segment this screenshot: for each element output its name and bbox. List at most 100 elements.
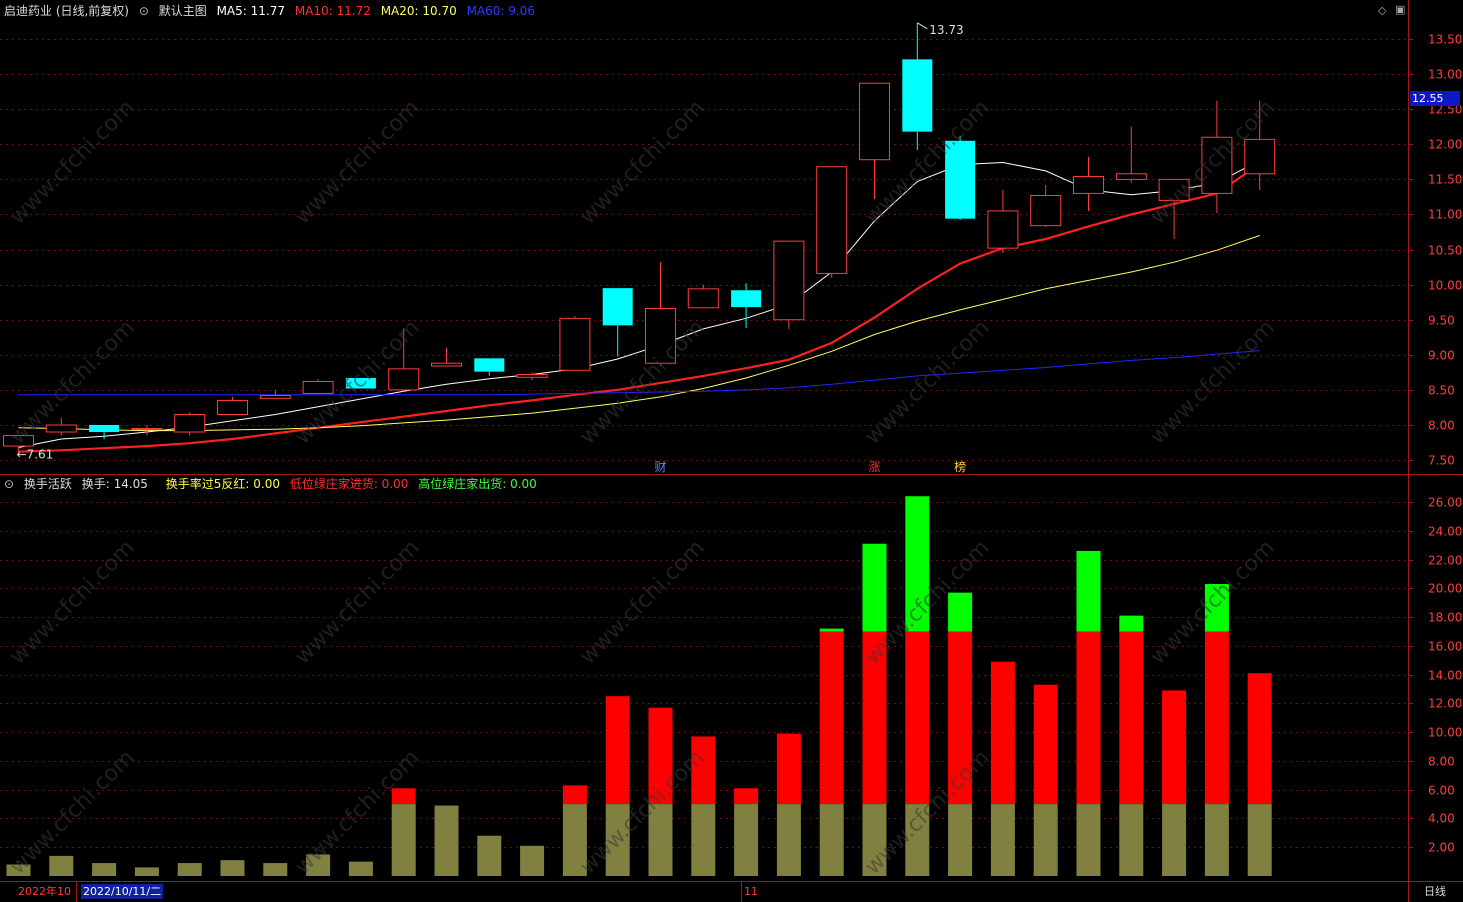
volume-tick-label: 10.00 [1428,726,1462,740]
candle-body [217,399,248,415]
candle-body [902,59,933,132]
ma20-value: MA20: 10.70 [380,4,457,18]
turnover-bar-base [776,804,801,876]
turnover-bar-base [990,804,1015,876]
turnover-bar-red [1076,631,1101,805]
volume-tick-label: 24.00 [1428,525,1462,539]
turnover-bar-base [1033,804,1058,876]
price-tick-label: 11.00 [1428,208,1462,222]
price-tick-label: 12.50 [1428,103,1462,117]
price-tick-label: 9.50 [1428,314,1455,328]
turnover-bar-base [1076,804,1101,876]
turnover-bar-red [862,631,887,805]
volume-tick-label: 16.00 [1428,640,1462,654]
turnover-bar-base [434,805,459,876]
diamond-icon[interactable]: ◇ [1378,4,1387,17]
turnover-bar-base [948,804,973,876]
candle-body [516,373,548,378]
candle-body [1030,195,1062,227]
turnover-bar-base [220,860,245,876]
turnover-bar-red [1204,631,1229,805]
turnover-bar-base [819,804,844,876]
high-marker-arrow [917,22,928,30]
indicator-item-3: 高位绿庄家出货: 0.00 [418,477,537,491]
turnover-bar-base [134,867,159,876]
candle-body [388,368,420,391]
price-tick-label: 10.50 [1428,244,1462,258]
turnover-bar-red [948,631,973,805]
window-toggle-icon[interactable]: ▣ [1395,3,1406,16]
event-marker: 涨 [869,459,881,474]
volume-tick-label: 8.00 [1428,755,1455,769]
turnover-bar-green [819,628,844,632]
candle-body [259,395,291,399]
price-tick-label: 12.00 [1428,138,1462,152]
turnover-bar-base [263,863,288,876]
candle-body [945,140,976,219]
current-price-tag: 12.55 [1410,91,1460,106]
candle-body [302,380,334,394]
ma-line-ma60 [18,350,1260,396]
turnover-bar-base [6,864,31,876]
turnover-bar-red [562,785,587,805]
turnover-bar-base [862,804,887,876]
candle-body [174,413,206,433]
turnover-bar-red [605,696,630,805]
price-tick-label: 11.50 [1428,173,1462,187]
turnover-bar-base [306,854,331,876]
turnover-bar-base [477,835,502,876]
turnover-bar-red [691,736,716,805]
turnover-bar-red [391,788,416,805]
high-price-label: 13.73 [929,23,963,37]
price-tick-label: 7.50 [1428,454,1455,468]
volume-tick-label: 14.00 [1428,669,1462,683]
candle-body [1115,173,1147,180]
candle-body [431,362,462,367]
indicator-item-1: 换手率过5反红: 0.00 [165,477,280,491]
ma5-value: MA5: 11.77 [216,4,285,18]
turnover-bar-base [562,804,587,876]
event-marker: 榜 [954,459,966,474]
volume-tick-label: 2.00 [1428,841,1455,855]
footer-date[interactable]: 2022/10/11/二 [81,884,164,899]
candle-body [3,435,34,447]
turnover-bar-green [1119,615,1144,632]
turnover-bar-base [1204,804,1229,876]
candle-body [859,82,890,161]
candle-body [89,425,120,433]
turnover-bar-green [1076,550,1101,632]
turnover-bar-base [648,804,673,876]
footer-month-nov: 11 [744,885,758,898]
candle-body [1158,178,1190,201]
price-tick-label: 8.00 [1428,419,1455,433]
turnover-bar-red [1247,673,1272,805]
turnover-bar-red [1162,690,1187,805]
turnover-bar-red [1119,631,1144,805]
main-chart-label[interactable]: 默认主图 [158,4,207,18]
turnover-bar-base [1119,804,1144,876]
sub-chart-dropdown-icon[interactable]: ⊙ [4,477,15,491]
candle-body [645,307,676,364]
candle-body [687,288,719,309]
turnover-bar-base [905,804,930,876]
indicator-name[interactable]: 换手活跃 [23,477,72,491]
turnover-bar-red [819,631,844,805]
volume-tick-label: 20.00 [1428,582,1462,596]
candle-body [131,428,163,431]
main-chart-dropdown-icon[interactable]: ⊙ [138,4,149,18]
stock-title[interactable]: 启迪药业 (日线,前复权) [4,4,129,18]
turnover-bar-base [605,804,630,876]
candle-body [816,166,848,274]
turnover-bar-base [1162,804,1187,876]
price-tick-label: 9.00 [1428,349,1455,363]
candle-body [731,290,762,308]
turnover-bar-base [92,863,117,876]
turnover-bar-base [49,855,74,876]
turnover-bar-green [948,592,973,632]
sub-chart-header: ⊙ 换手活跃 换手: 14.05 换手率过5反红: 0.00 低位绿庄家进货: … [4,476,543,492]
price-tick-label: 13.00 [1428,68,1462,82]
candle-body [1201,136,1233,194]
period-selector[interactable]: 日线 [1424,885,1446,898]
volume-tick-label: 4.00 [1428,812,1455,826]
